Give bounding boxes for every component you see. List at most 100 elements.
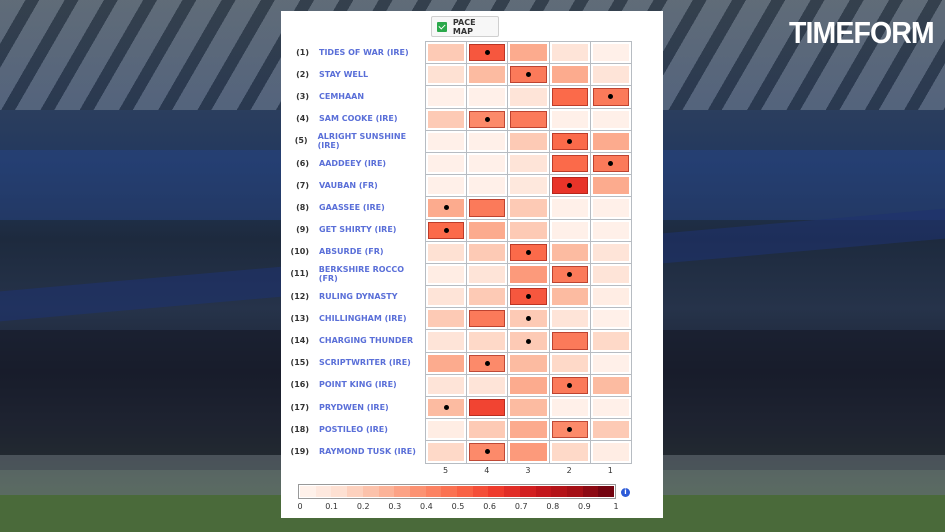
runner-label: (11) BERKSHIRE ROCCO (FR) <box>281 263 425 285</box>
runner-name-link[interactable]: ABSURDE (FR) <box>319 247 384 257</box>
heatmap-row <box>426 308 632 331</box>
timeform-logo: TIMEFORM <box>789 15 935 50</box>
legend-swatch <box>488 486 505 497</box>
position-marker-icon <box>443 227 449 233</box>
checkbox-checked-icon[interactable] <box>437 21 447 32</box>
heatmap-row <box>426 397 632 420</box>
heatmap-cell <box>467 308 509 331</box>
x-tick: 5 <box>443 466 449 475</box>
runner-name-link[interactable]: STAY WELL <box>319 69 369 79</box>
heatmap-cell <box>590 108 632 131</box>
heatmap-cell <box>549 286 591 309</box>
legend-tick: 1 <box>613 502 619 511</box>
runner-name-link[interactable]: BERKSHIRE ROCCO (FR) <box>318 264 405 283</box>
runner-number: (2) <box>296 69 309 79</box>
runner-name-link[interactable]: GET SHIRTY (IRE) <box>319 225 397 235</box>
legend-swatch <box>519 486 536 497</box>
heatmap-row <box>426 108 632 131</box>
heatmap-row <box>426 175 632 198</box>
position-marker-icon <box>525 249 531 255</box>
runner-name-link[interactable]: CEMHAAN <box>319 91 365 101</box>
runner-label: (3) CEMHAAN <box>281 85 425 107</box>
heatmap-row <box>426 263 632 287</box>
heatmap-cell <box>508 42 550 65</box>
legend-tick: 0.7 <box>514 502 528 511</box>
heatmap-cell <box>549 263 591 287</box>
runner-number: (10) <box>290 247 309 257</box>
runner-name-link[interactable]: ALRIGHT SUNSHINE (IRE) <box>317 131 407 150</box>
heatmap-cell <box>549 419 591 442</box>
runner-name-link[interactable]: POINT KING (IRE) <box>319 380 397 390</box>
pace-map-panel: PACE MAP (1) TIDES OF WAR (IRE) (2) STAY WE… <box>281 11 663 518</box>
runner-name-link[interactable]: AADDEEY (IRE) <box>319 158 387 168</box>
heatmap-cell <box>508 197 550 220</box>
legend-tick: 0.2 <box>356 502 370 511</box>
position-marker-icon <box>608 94 614 100</box>
heatmap-cell <box>549 241 591 264</box>
heatmap-cell <box>508 374 550 397</box>
runner-number: (6) <box>296 158 309 168</box>
heatmap-cell <box>467 241 509 264</box>
heatmap-cell <box>508 86 550 109</box>
heatmap-cell <box>590 86 632 109</box>
heatmap-cell <box>467 42 509 65</box>
heatmap-cell <box>590 64 632 87</box>
x-axis-ticks: 5 4 3 2 1 <box>425 466 631 475</box>
heatmap-cell <box>590 352 632 375</box>
heatmap-cell <box>549 330 591 353</box>
x-tick: 3 <box>525 466 531 475</box>
runner-name-link[interactable]: PRYDWEN (IRE) <box>319 402 389 412</box>
runner-label: (12) RULING DYNASTY <box>281 285 425 307</box>
position-marker-icon <box>484 360 490 366</box>
heatmap-cell <box>426 374 468 397</box>
pace-map-toggle[interactable]: PACE MAP <box>431 16 499 37</box>
runner-label: (9) GET SHIRTY (IRE) <box>281 219 425 241</box>
runner-name-link[interactable]: SCRIPTWRITER (IRE) <box>319 358 411 368</box>
heatmap-cell <box>426 263 468 287</box>
info-icon[interactable]: i <box>621 488 630 497</box>
position-marker-icon <box>567 382 573 388</box>
legend-swatch <box>315 486 332 497</box>
runner-label: (2) STAY WELL <box>281 63 425 85</box>
legend-tick: 0.4 <box>420 502 433 511</box>
legend-swatch <box>300 486 316 497</box>
heatmap-cell <box>549 175 591 198</box>
position-marker-icon <box>567 183 573 189</box>
heatmap-cell <box>508 263 550 287</box>
position-marker-icon <box>484 116 490 122</box>
legend-swatch <box>598 486 615 497</box>
runner-name-link[interactable]: RULING DYNASTY <box>319 291 398 301</box>
heatmap-cell <box>467 197 509 220</box>
color-scale-legend <box>298 484 616 499</box>
heatmap-cell <box>508 441 550 464</box>
heatmap-cell <box>549 308 591 331</box>
runner-name-link[interactable]: GAASSEE (IRE) <box>319 202 385 212</box>
runner-name-link[interactable]: RAYMOND TUSK (IRE) <box>319 446 416 456</box>
runner-name-link[interactable]: CHILLINGHAM (IRE) <box>319 313 407 323</box>
x-tick: 4 <box>484 466 490 475</box>
runner-number: (9) <box>296 225 309 235</box>
runner-name-link[interactable]: CHARGING THUNDER <box>319 336 414 346</box>
heatmap-cell <box>467 219 509 242</box>
heatmap-cell <box>508 152 550 176</box>
heatmap-row <box>426 286 632 309</box>
heatmap-cell <box>426 286 468 309</box>
runner-name-link[interactable]: TIDES OF WAR (IRE) <box>319 47 409 57</box>
heatmap-cell <box>549 64 591 87</box>
heatmap-cell <box>426 64 468 87</box>
heatmap-cell <box>590 286 632 309</box>
heatmap-cell <box>549 219 591 242</box>
heatmap-row <box>426 42 632 65</box>
runner-name-link[interactable]: POSTILEO (IRE) <box>319 424 388 434</box>
legend-swatch <box>457 486 473 497</box>
legend-tick: 0.3 <box>388 502 402 511</box>
runner-number: (3) <box>296 91 309 101</box>
runner-name-link[interactable]: SAM COOKE (IRE) <box>319 114 398 124</box>
heatmap-cell <box>590 419 632 442</box>
heatmap-cell <box>426 330 468 353</box>
runner-name-link[interactable]: VAUBAN (FR) <box>319 180 378 190</box>
x-tick: 1 <box>607 466 613 475</box>
heatmap-cell <box>549 374 591 397</box>
heatmap-cell <box>426 352 468 375</box>
heatmap-cell <box>549 130 591 153</box>
